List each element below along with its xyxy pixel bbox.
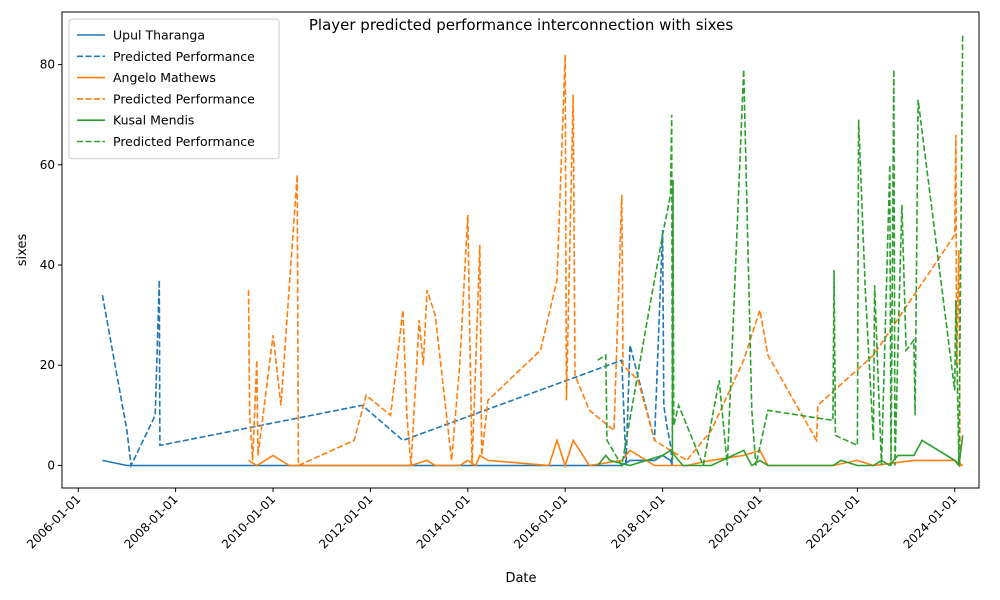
series-line-4 xyxy=(247,54,963,467)
y-tick-label: 80 xyxy=(40,58,55,72)
chart-title: Player predicted performance interconnec… xyxy=(309,16,733,34)
legend-label: Predicted Performance xyxy=(113,134,255,149)
plot-frame xyxy=(61,11,980,489)
legend-box xyxy=(68,18,280,160)
series-line-5 xyxy=(597,435,964,468)
series-line-6 xyxy=(597,34,964,469)
y-axis: 0 20 40 60 80 xyxy=(40,58,62,472)
legend-label: Angelo Mathews xyxy=(113,70,216,85)
y-tick-label: 40 xyxy=(40,258,55,272)
x-axis-title: Date xyxy=(505,571,536,586)
legend-label: Upul Tharanga xyxy=(113,28,205,43)
legend: Upul Tharanga Predicted Performance Angelo… xyxy=(68,18,280,160)
legend-label: Predicted Performance xyxy=(113,91,255,106)
y-axis-title: sixes xyxy=(15,234,30,267)
y-tick-label: 60 xyxy=(40,158,55,172)
series-line-2 xyxy=(101,229,674,469)
legend-label: Kusal Mendis xyxy=(113,113,194,128)
legend-label: Predicted Performance xyxy=(113,49,255,64)
plot-area xyxy=(101,34,964,469)
y-tick-label: 20 xyxy=(40,358,55,372)
y-tick-label: 0 xyxy=(47,458,55,472)
